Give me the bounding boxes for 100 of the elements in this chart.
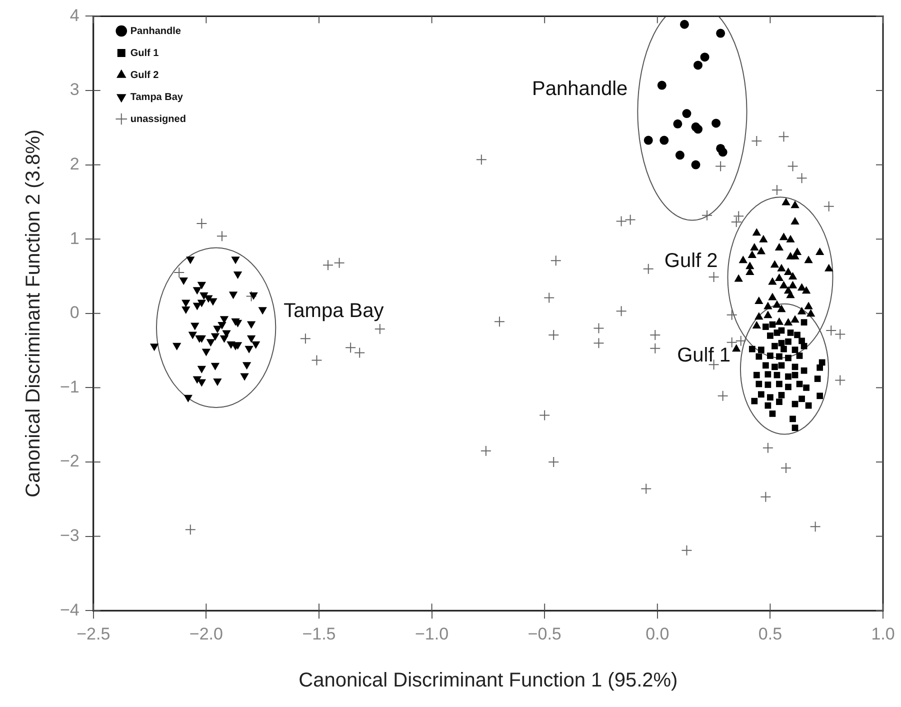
point <box>550 255 562 266</box>
x-tick-label: −2.0 <box>189 624 223 644</box>
point <box>708 271 720 282</box>
point <box>726 336 738 348</box>
point <box>816 364 824 371</box>
point <box>772 300 782 308</box>
point <box>790 217 800 225</box>
point <box>768 292 777 300</box>
point <box>616 306 627 317</box>
point <box>804 256 813 264</box>
point <box>790 416 796 422</box>
point <box>660 136 669 145</box>
point <box>184 524 196 536</box>
point <box>778 340 785 346</box>
point <box>246 290 257 302</box>
point <box>769 410 776 417</box>
point <box>354 347 366 358</box>
point <box>800 367 808 374</box>
point <box>188 332 197 340</box>
point <box>694 124 703 134</box>
x-tick-label: 0.0 <box>646 624 670 644</box>
point <box>228 292 238 300</box>
point <box>778 392 785 398</box>
point <box>730 216 742 228</box>
point <box>210 333 220 341</box>
point <box>334 257 345 268</box>
point <box>150 344 159 352</box>
point <box>778 362 785 369</box>
point <box>767 394 774 401</box>
point <box>213 326 222 334</box>
point <box>758 346 764 353</box>
x-axis-title: Canonical Discriminant Function 1 (95.2%) <box>298 670 678 692</box>
point <box>771 184 782 196</box>
point <box>756 246 766 254</box>
point <box>735 335 746 346</box>
point <box>184 394 192 402</box>
point <box>762 442 774 454</box>
legend-label: Gulf 1 <box>130 48 160 59</box>
text: Gulf 1 <box>677 344 730 367</box>
point <box>712 118 721 128</box>
point <box>784 318 793 326</box>
point <box>734 274 743 282</box>
point <box>182 306 190 314</box>
legend-label: unassigned <box>130 114 186 125</box>
point <box>197 366 206 374</box>
point <box>650 329 661 340</box>
point <box>197 282 206 290</box>
point <box>788 272 798 280</box>
point <box>190 322 200 330</box>
text: Panhandle <box>532 78 628 100</box>
point <box>804 302 813 310</box>
point <box>700 52 710 62</box>
point <box>249 292 258 300</box>
point <box>718 148 728 157</box>
point <box>776 398 782 405</box>
point <box>322 260 334 271</box>
point <box>776 380 782 388</box>
point <box>796 352 803 359</box>
point <box>767 332 774 339</box>
point <box>197 300 206 308</box>
point <box>240 373 249 381</box>
point <box>616 216 627 227</box>
y-tick-label: 4 <box>70 6 80 25</box>
point <box>751 398 758 404</box>
point <box>756 380 762 388</box>
point <box>782 198 790 206</box>
legend-label: Panhandle <box>130 26 182 37</box>
point <box>750 243 759 251</box>
point <box>784 268 793 276</box>
point <box>702 210 713 221</box>
point <box>800 319 808 326</box>
point <box>806 309 816 317</box>
point <box>786 252 795 260</box>
point <box>644 136 653 145</box>
point <box>548 329 560 340</box>
point <box>826 324 837 336</box>
point <box>213 378 222 386</box>
point <box>785 338 792 345</box>
point <box>785 354 792 362</box>
point <box>756 353 762 360</box>
point <box>192 302 202 310</box>
point <box>748 346 756 352</box>
point <box>244 346 254 354</box>
point <box>220 335 229 343</box>
point <box>787 160 798 172</box>
point <box>779 280 788 288</box>
y-tick-label: −2 <box>60 452 80 471</box>
point <box>803 384 810 391</box>
point <box>544 292 555 304</box>
point <box>816 392 824 400</box>
point <box>746 262 754 270</box>
point <box>780 462 792 474</box>
point <box>208 298 218 306</box>
point <box>790 200 800 208</box>
point <box>796 172 808 184</box>
point <box>764 310 772 318</box>
point <box>593 322 604 334</box>
point <box>754 312 764 320</box>
point <box>694 60 703 70</box>
y-tick-label: −4 <box>60 600 80 620</box>
